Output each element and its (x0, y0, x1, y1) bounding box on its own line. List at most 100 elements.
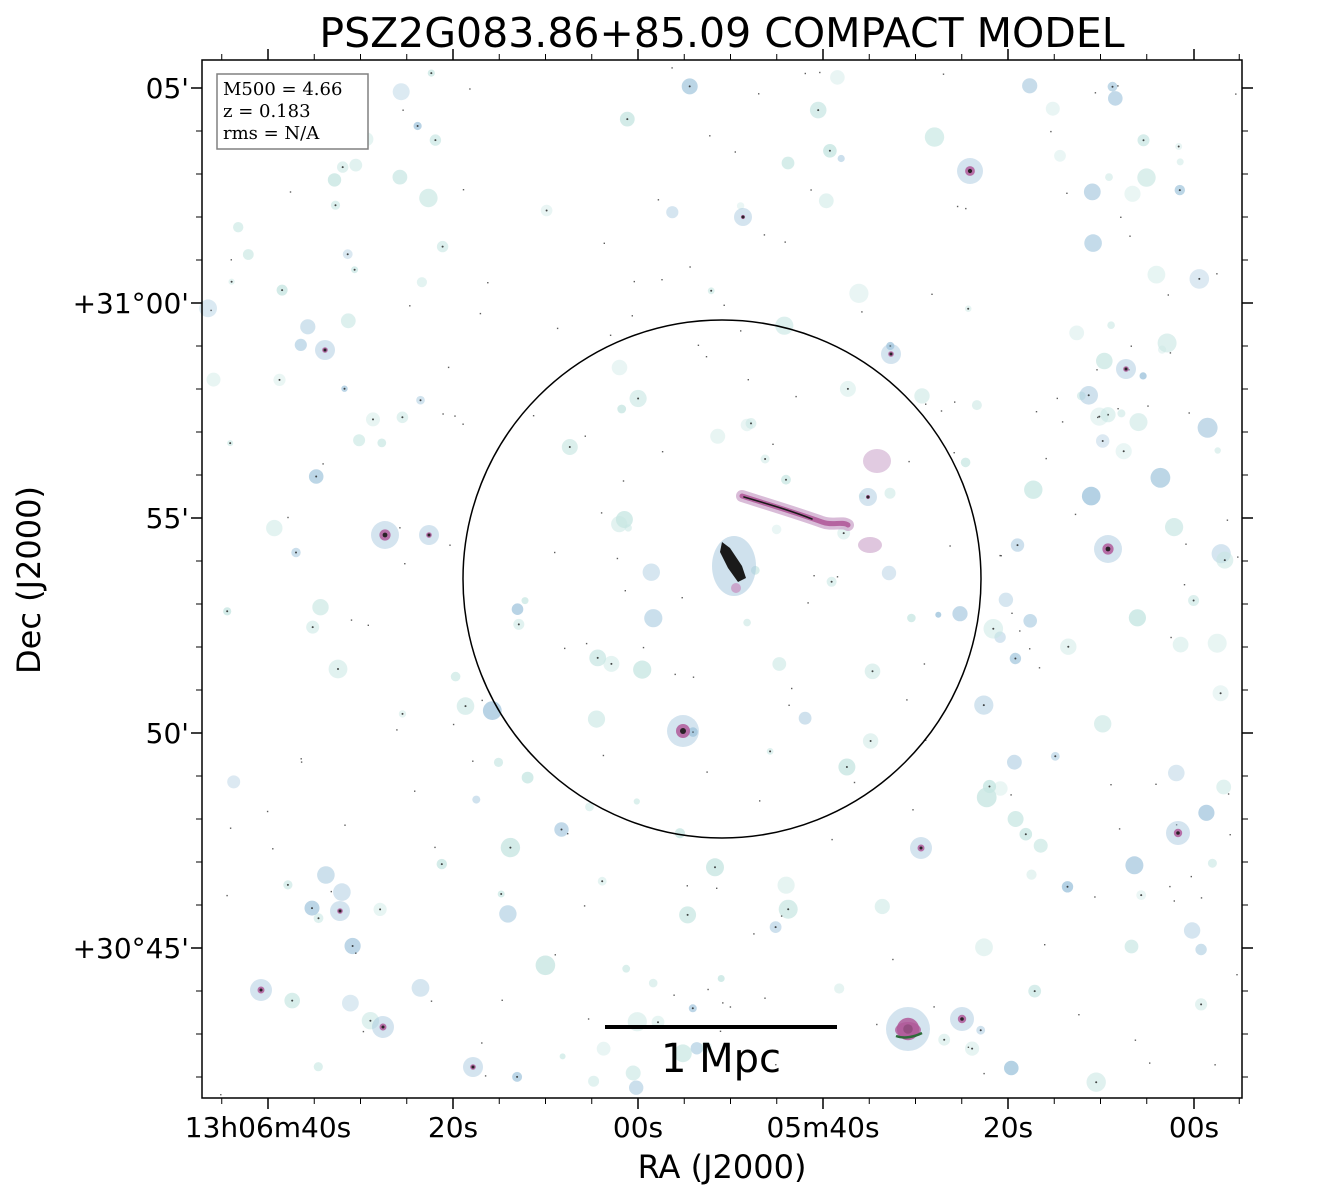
bright-source-core (919, 846, 923, 850)
faint-source (1083, 183, 1101, 201)
source-core (311, 907, 313, 910)
faint-source (596, 1041, 611, 1056)
source-core (626, 118, 629, 121)
noise-speck (622, 480, 625, 482)
noise-speck (925, 739, 927, 741)
source-core (509, 846, 512, 849)
faint-source (1137, 168, 1156, 187)
source-core (1192, 599, 1195, 602)
faint-source (1195, 943, 1207, 956)
noise-speck (1044, 944, 1046, 946)
faint-source (1096, 352, 1113, 370)
noise-speck (729, 1006, 732, 1008)
noise-speck (1050, 130, 1052, 133)
noise-speck (479, 312, 482, 315)
faint-source (317, 866, 335, 884)
noise-speck (1147, 405, 1149, 407)
central-source (720, 542, 746, 582)
noise-speck (556, 327, 559, 330)
source-core (1177, 145, 1180, 148)
noise-speck (965, 207, 967, 210)
noise-speck (1117, 408, 1119, 410)
noise-speck (740, 330, 742, 332)
noise-speck (1094, 92, 1097, 94)
faint-source (511, 603, 524, 615)
noise-speck (686, 885, 688, 887)
bright-source-core (382, 532, 388, 538)
faint-source (849, 283, 869, 303)
y-tick-label: 55' (146, 502, 189, 535)
faint-source (644, 609, 663, 628)
faint-source (1207, 858, 1217, 868)
faint-source (499, 905, 517, 923)
faint-source (392, 169, 408, 185)
noise-speck (583, 905, 586, 907)
faint-source (736, 202, 745, 210)
noise-speck (462, 189, 465, 191)
noise-speck (931, 293, 933, 295)
faint-source (874, 898, 890, 915)
noise-speck (631, 315, 633, 317)
source-core (889, 345, 892, 347)
source-core (230, 280, 233, 283)
source-core (1223, 559, 1226, 562)
noise-speck (442, 413, 444, 415)
faint-source (914, 388, 930, 404)
faint-source (300, 319, 316, 335)
noise-speck (1066, 192, 1068, 194)
faint-source (777, 876, 795, 894)
noise-speck (1237, 556, 1239, 558)
noise-speck (454, 415, 456, 417)
noise-speck (287, 516, 289, 519)
noise-speck (791, 687, 793, 690)
faint-source (690, 1042, 703, 1055)
source-core (278, 378, 281, 381)
noise-speck (673, 994, 675, 996)
faint-source (313, 1062, 323, 1072)
bright-source-core (323, 348, 327, 352)
source-core (516, 1075, 519, 1078)
source-core (1107, 413, 1109, 416)
faint-source (1139, 372, 1147, 380)
noise-speck (399, 527, 401, 529)
faint-source (771, 524, 782, 535)
noise-speck (1169, 885, 1171, 888)
faint-source (830, 70, 845, 85)
noise-speck (722, 1002, 724, 1004)
noise-speck (633, 280, 635, 283)
bright-source-core (381, 1025, 385, 1029)
x-tick-labels: 13h06m40s 20s 00s 05m40s 20s 00s (185, 1111, 1219, 1144)
source-core (845, 766, 848, 768)
faint-source (266, 519, 283, 537)
source-core (545, 209, 548, 212)
faint-source (1129, 413, 1148, 432)
faint-source (622, 964, 631, 973)
source-core (979, 1029, 982, 1032)
noise-speck (923, 663, 926, 665)
faint-source (1054, 149, 1066, 162)
info-box: M500 = 4.66 z = 0.183 rms = N/A (216, 73, 369, 150)
noise-speck (532, 415, 535, 417)
faint-source (1094, 715, 1112, 733)
source-core (982, 704, 985, 707)
faint-source (294, 338, 307, 351)
faint-source (674, 1044, 692, 1063)
noise-speck (226, 894, 228, 897)
noise-speck (1214, 1064, 1216, 1066)
noise-speck (853, 781, 856, 784)
noise-speck (689, 266, 691, 268)
noise-speck (402, 109, 404, 111)
noise-speck (661, 279, 663, 281)
source-core (1142, 139, 1145, 142)
faint-source (227, 775, 241, 789)
faint-source (775, 316, 794, 335)
noise-speck (813, 575, 815, 577)
source-core (710, 289, 713, 292)
noise-speck (230, 259, 232, 261)
bright-source-core (427, 533, 431, 537)
radio-lobe (858, 537, 882, 553)
noise-speck (210, 309, 212, 312)
faint-source (1007, 811, 1024, 827)
noise-speck (1011, 612, 1013, 614)
noise-speck (554, 551, 556, 554)
